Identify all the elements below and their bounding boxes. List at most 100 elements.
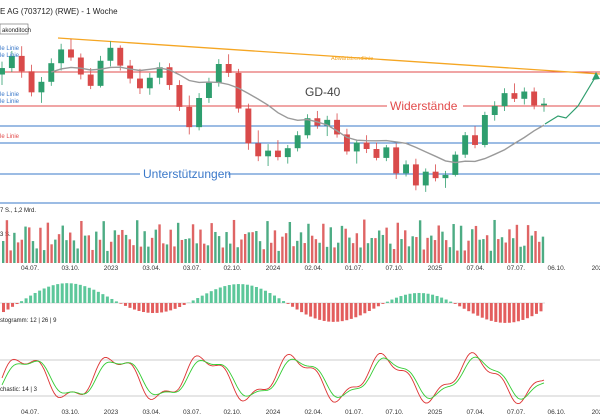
volume-bar: [180, 239, 184, 263]
volume-bar: [396, 222, 399, 263]
volume-bar: [121, 229, 124, 263]
volume-info: 7 S., 1,2 Mrd.: [0, 208, 36, 214]
candle-body: [38, 81, 45, 93]
volume-bar: [541, 236, 545, 263]
candle-body: [294, 135, 301, 149]
volume-bar: [370, 237, 373, 263]
volume-bar: [333, 247, 336, 263]
volume-bar: [296, 240, 299, 263]
stoch-label: chastic: 14 | 3: [0, 387, 38, 393]
volume-bar: [482, 239, 485, 263]
volume-bar: [381, 234, 385, 263]
macd-bar: [42, 288, 46, 303]
macd-bar: [322, 303, 326, 321]
x-tick-label: 2024: [266, 409, 281, 416]
candle-body: [0, 68, 5, 75]
macd-bar: [200, 295, 204, 303]
volume-bar: [9, 250, 12, 263]
macd-bar: [236, 284, 240, 303]
volume-bar: [534, 231, 537, 263]
volume-bar: [515, 224, 519, 263]
x-tick-label: 07.07.: [507, 265, 525, 272]
macd-bar: [110, 298, 114, 303]
candle-body: [521, 91, 528, 99]
macd-bar: [101, 294, 105, 303]
x-tick-label: 03.07.: [183, 265, 201, 272]
volume-bar: [281, 236, 284, 263]
volume-bar: [150, 237, 154, 263]
indicator-badge[interactable]: [0, 23, 29, 35]
volume-bar: [61, 225, 64, 263]
candle-body: [501, 93, 508, 107]
macd-bar: [105, 296, 109, 303]
x-tick-label: 01.07.: [345, 409, 363, 416]
volume-bar: [511, 238, 515, 263]
macd-bar: [87, 287, 91, 303]
volume-bar: [46, 222, 50, 263]
candle-body: [215, 64, 222, 83]
macd-bar: [160, 303, 164, 313]
volume-bar: [471, 229, 474, 263]
volume-bar: [173, 246, 176, 263]
macd-bar: [15, 303, 19, 305]
macd-bar: [241, 284, 245, 303]
macd-bar: [367, 303, 371, 312]
macd-bar: [223, 286, 227, 303]
volume-bar: [210, 223, 213, 263]
resistance-label-bg: [387, 98, 463, 113]
macd-bar: [327, 303, 331, 322]
volume-bar: [418, 220, 422, 263]
volume-bar: [322, 223, 325, 263]
candle-body: [18, 55, 25, 72]
macd-bar: [114, 301, 118, 303]
indicator-badge-label: akonditoch: [2, 28, 31, 34]
macd-bar: [449, 301, 453, 303]
projection-arrowhead: [592, 72, 600, 80]
volume-bar: [359, 247, 362, 263]
macd-bar: [24, 298, 28, 303]
macd-bar: [205, 293, 209, 303]
downtrend-line: [57, 37, 600, 75]
macd-bar: [512, 303, 516, 323]
candle-body: [353, 142, 360, 152]
macd-bar: [209, 291, 213, 303]
volume-bar: [72, 240, 76, 263]
volume-bar: [50, 244, 53, 263]
volume-bar: [225, 232, 228, 263]
candle-body: [432, 171, 439, 179]
macd-bar: [295, 303, 299, 310]
volume-bar: [452, 224, 455, 263]
candle-body: [235, 72, 242, 109]
volume-bar: [98, 239, 102, 263]
volume-bar: [519, 246, 522, 263]
ma-line: [51, 66, 545, 164]
x-axis-bottom: 04.07. 03.10. 2023 03.04. 03.07. 02.10. 2024 02…: [21, 409, 600, 416]
candle-body: [156, 67, 163, 78]
volume-bar: [2, 241, 5, 263]
candle-body: [58, 49, 65, 64]
macd-bar: [250, 285, 254, 303]
macd-bar: [331, 303, 335, 322]
x-tick-label: 04.07.: [21, 265, 39, 272]
macd-bar: [11, 303, 15, 307]
candle-body: [87, 74, 94, 86]
volume-bar: [54, 239, 57, 263]
volume-bar: [366, 243, 370, 263]
candle-body: [393, 147, 400, 174]
candles-group: [0, 38, 547, 192]
macd-bar: [227, 285, 231, 303]
macd-bar: [422, 293, 426, 303]
volume-bar: [124, 234, 128, 263]
volume-bar: [158, 224, 161, 263]
x-tick-label: 01.07.: [345, 265, 363, 272]
macd-bar: [96, 291, 100, 303]
volume-bar: [206, 245, 210, 263]
macd-bar: [2, 303, 5, 313]
volume-bar: [109, 241, 113, 263]
volume-bar: [493, 219, 496, 263]
volume-bar: [277, 250, 280, 263]
volume-bar: [389, 243, 392, 263]
macd-bar: [69, 283, 73, 303]
macd-bar: [413, 293, 417, 303]
volume-bar: [340, 225, 344, 263]
